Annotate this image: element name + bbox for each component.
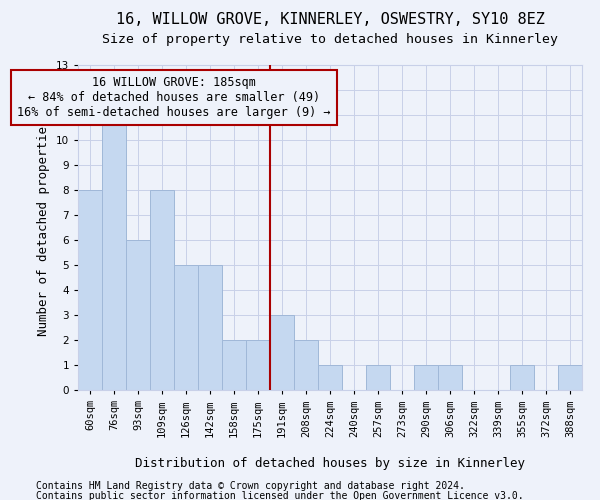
- Bar: [78, 190, 102, 390]
- Bar: [270, 315, 294, 390]
- Bar: [558, 365, 582, 390]
- Bar: [150, 190, 174, 390]
- Text: Size of property relative to detached houses in Kinnerley: Size of property relative to detached ho…: [102, 32, 558, 46]
- Bar: [222, 340, 246, 390]
- Text: 16 WILLOW GROVE: 185sqm
← 84% of detached houses are smaller (49)
16% of semi-de: 16 WILLOW GROVE: 185sqm ← 84% of detache…: [17, 76, 331, 119]
- Y-axis label: Number of detached properties: Number of detached properties: [37, 118, 50, 336]
- Bar: [174, 265, 198, 390]
- Text: Contains HM Land Registry data © Crown copyright and database right 2024.: Contains HM Land Registry data © Crown c…: [36, 481, 465, 491]
- Bar: [366, 365, 390, 390]
- Bar: [126, 240, 150, 390]
- Text: Distribution of detached houses by size in Kinnerley: Distribution of detached houses by size …: [135, 458, 525, 470]
- Bar: [318, 365, 342, 390]
- Text: Contains public sector information licensed under the Open Government Licence v3: Contains public sector information licen…: [36, 491, 524, 500]
- Bar: [198, 265, 222, 390]
- Bar: [510, 365, 534, 390]
- Bar: [438, 365, 462, 390]
- Bar: [294, 340, 318, 390]
- Bar: [246, 340, 270, 390]
- Bar: [414, 365, 438, 390]
- Bar: [102, 115, 126, 390]
- Text: 16, WILLOW GROVE, KINNERLEY, OSWESTRY, SY10 8EZ: 16, WILLOW GROVE, KINNERLEY, OSWESTRY, S…: [116, 12, 544, 28]
